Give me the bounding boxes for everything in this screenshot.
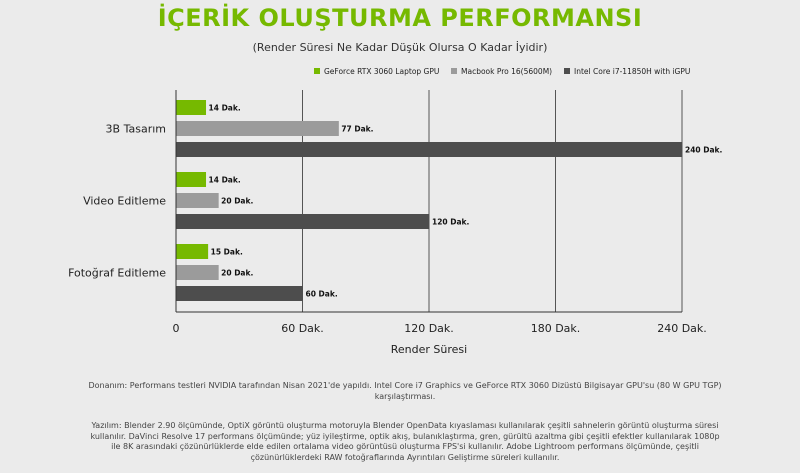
legend-label: Intel Core i7-11850H with iGPU [574, 67, 690, 76]
bar [176, 100, 207, 115]
software-footnote: Yazılım: Blender 2.90 ölçümünde, OptiX g… [90, 421, 720, 462]
x-tick-label: 120 Dak. [404, 322, 454, 335]
data-label: 14 Dak. [209, 104, 241, 113]
hardware-footnote: Donanım: Performans testleri NVIDIA tara… [88, 381, 722, 401]
data-label: 120 Dak. [432, 218, 470, 227]
bar [176, 142, 683, 157]
data-label: 77 Dak. [341, 125, 373, 134]
chart-title: İÇERİK OLUŞTURMA PERFORMANSI [157, 4, 643, 32]
data-label: 20 Dak. [221, 197, 253, 206]
x-axis-label: Render Süresi [391, 343, 467, 356]
category-label: 3B Tasarım [106, 123, 166, 136]
bar [176, 193, 219, 208]
data-label: 15 Dak. [211, 248, 243, 257]
category-label: Video Editleme [83, 195, 166, 208]
legend-swatch [314, 68, 320, 74]
legend-label: Macbook Pro 16(5600M) [461, 67, 552, 76]
x-tick-label: 240 Dak. [657, 322, 707, 335]
chart-subtitle: (Render Süresi Ne Kadar Düşük Olursa O K… [252, 41, 548, 54]
x-tick-label: 0 [173, 322, 180, 335]
data-label: 14 Dak. [209, 176, 241, 185]
bar [176, 121, 339, 136]
legend-label: GeForce RTX 3060 Laptop GPU [324, 67, 439, 76]
data-label: 240 Dak. [685, 146, 723, 155]
category-label: Fotoğraf Editleme [68, 267, 166, 280]
bar [176, 214, 430, 229]
data-label: 20 Dak. [221, 269, 253, 278]
x-tick-label: 180 Dak. [531, 322, 581, 335]
bar [176, 244, 209, 259]
bar [176, 265, 219, 280]
legend-swatch [564, 68, 570, 74]
legend-swatch [451, 68, 457, 74]
bar [176, 286, 303, 301]
bar [176, 172, 207, 187]
data-label: 60 Dak. [306, 290, 338, 299]
x-tick-label: 60 Dak. [281, 322, 324, 335]
